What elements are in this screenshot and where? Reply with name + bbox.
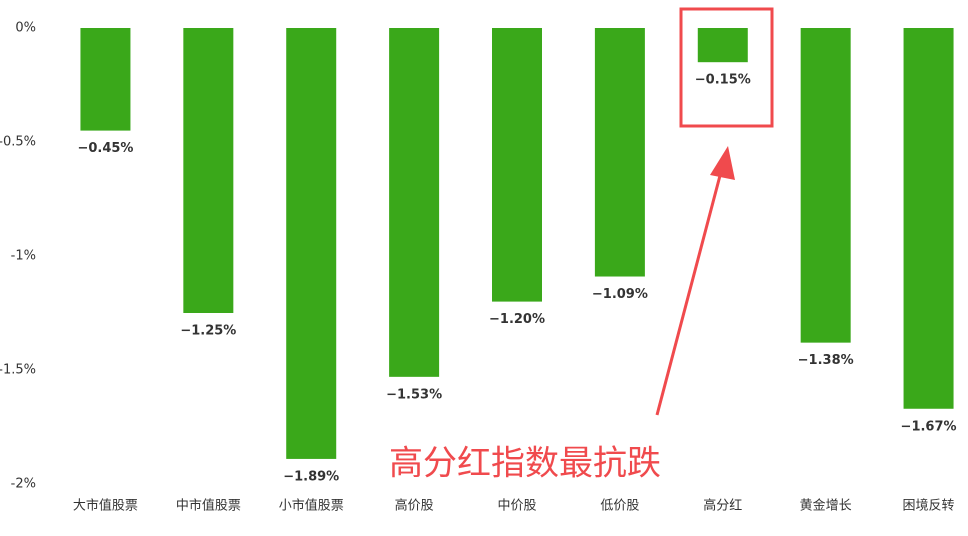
y-tick-label: -0.5% [0, 135, 36, 150]
value-label: −1.20% [489, 312, 545, 327]
x-tick-label: 黄金增长 [800, 498, 852, 514]
x-tick-label: 困境反转 [903, 499, 955, 514]
bar [594, 28, 645, 277]
annotation: 高分红指数最抗跌 [389, 444, 661, 484]
value-label: −1.38% [798, 353, 854, 368]
bar [800, 28, 851, 343]
value-label: −1.53% [386, 387, 442, 402]
y-tick-label: -1.5% [0, 363, 36, 378]
value-label: −0.15% [695, 73, 751, 88]
value-label: −1.67% [901, 419, 957, 434]
bar [903, 28, 954, 409]
x-tick-label: 高分红 [703, 498, 742, 514]
x-tick-label: 中市值股票 [176, 498, 241, 514]
y-tick-label: -2% [11, 477, 36, 492]
highlight-box [679, 7, 774, 128]
x-tick-label: 中价股 [497, 499, 536, 514]
y-tick-label: 0% [15, 21, 36, 36]
bar [286, 28, 337, 459]
value-label: −1.09% [592, 287, 648, 302]
bar [183, 28, 234, 313]
value-label: −1.25% [180, 324, 236, 339]
bar [697, 28, 748, 63]
x-tick-label: 低价股 [600, 499, 639, 514]
arrow [655, 146, 735, 416]
x-tick-label: 高价股 [395, 498, 434, 514]
x-tick-label: 大市值股票 [73, 498, 138, 514]
value-label: −0.45% [77, 141, 133, 156]
bar [389, 28, 440, 377]
bar [492, 28, 542, 302]
x-tick-label: 小市值股票 [279, 498, 344, 514]
bar [80, 28, 131, 131]
value-label: −1.89% [283, 469, 339, 484]
y-tick-label: -1% [11, 249, 36, 264]
